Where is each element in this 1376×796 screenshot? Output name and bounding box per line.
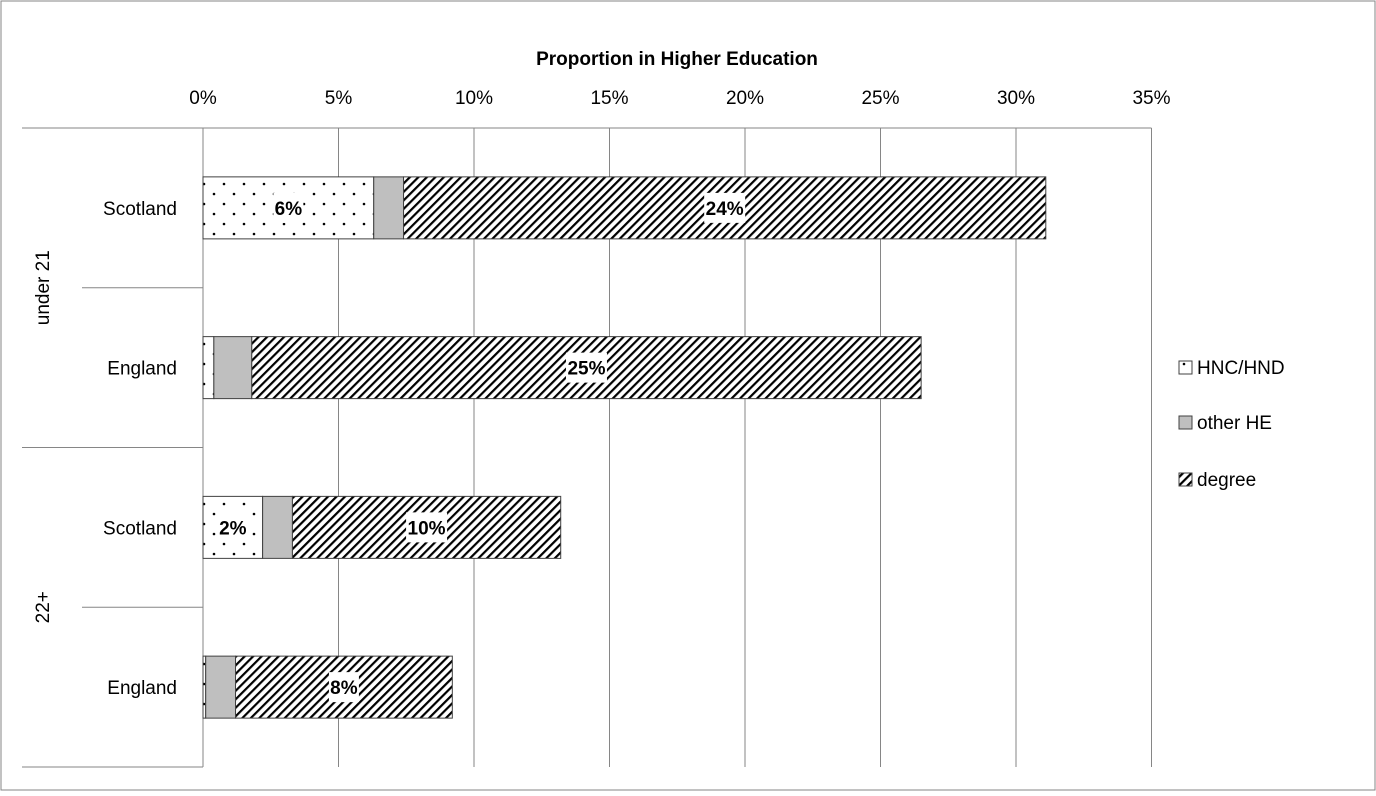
legend-swatch bbox=[1178, 415, 1193, 430]
data-label-bg bbox=[565, 352, 607, 383]
data-label-bg bbox=[704, 192, 746, 223]
category-label: England bbox=[107, 359, 177, 380]
data-labels: 6% 24% 25% 2% 10% 8% bbox=[217, 192, 746, 703]
bar-segment-other-he bbox=[373, 176, 405, 240]
bar-segment-hnc-hnd bbox=[202, 336, 215, 400]
x-axis-ticks: 0% 5% 10% 15% 20% 25% 30% 35% bbox=[189, 88, 1170, 109]
bar-segment-other-he bbox=[213, 336, 253, 400]
legend-label: degree bbox=[1197, 470, 1256, 491]
x-tick-label: 5% bbox=[325, 88, 353, 109]
category-label: Scotland bbox=[103, 518, 177, 539]
category-axis: under 21 22+ Scotland England Scotland Englan… bbox=[22, 127, 1152, 768]
x-tick-label: 0% bbox=[189, 88, 217, 109]
chart-title: Proportion in Higher Education bbox=[536, 49, 818, 70]
x-tick-label: 20% bbox=[726, 88, 764, 109]
group-label: under 21 bbox=[33, 250, 54, 325]
data-label-bg bbox=[217, 512, 248, 543]
data-label: 25% bbox=[567, 359, 605, 380]
data-label: 24% bbox=[706, 199, 744, 220]
bar-segment-other-he bbox=[262, 495, 293, 559]
data-label: 10% bbox=[408, 518, 446, 539]
category-label: Scotland bbox=[103, 199, 177, 220]
data-label: 2% bbox=[219, 518, 247, 539]
data-label: 8% bbox=[330, 678, 358, 699]
category-label: England bbox=[107, 678, 177, 699]
x-tick-label: 35% bbox=[1132, 88, 1170, 109]
data-label-bg bbox=[273, 192, 304, 223]
x-tick-label: 15% bbox=[590, 88, 628, 109]
legend-swatch bbox=[1178, 472, 1193, 487]
x-tick-label: 10% bbox=[455, 88, 493, 109]
data-label: 6% bbox=[275, 199, 303, 220]
legend-swatch bbox=[1178, 360, 1193, 375]
bar-segment-other-he bbox=[205, 655, 237, 719]
x-tick-label: 30% bbox=[997, 88, 1035, 109]
data-label-bg bbox=[328, 672, 359, 703]
x-tick-label: 25% bbox=[861, 88, 899, 109]
legend-label: HNC/HND bbox=[1197, 358, 1285, 379]
legend: HNC/HND other HE degree bbox=[1178, 358, 1285, 491]
data-label-bg bbox=[406, 512, 448, 543]
bars bbox=[202, 176, 1047, 719]
legend-label: other HE bbox=[1197, 413, 1272, 434]
group-label: 22+ bbox=[33, 591, 54, 623]
